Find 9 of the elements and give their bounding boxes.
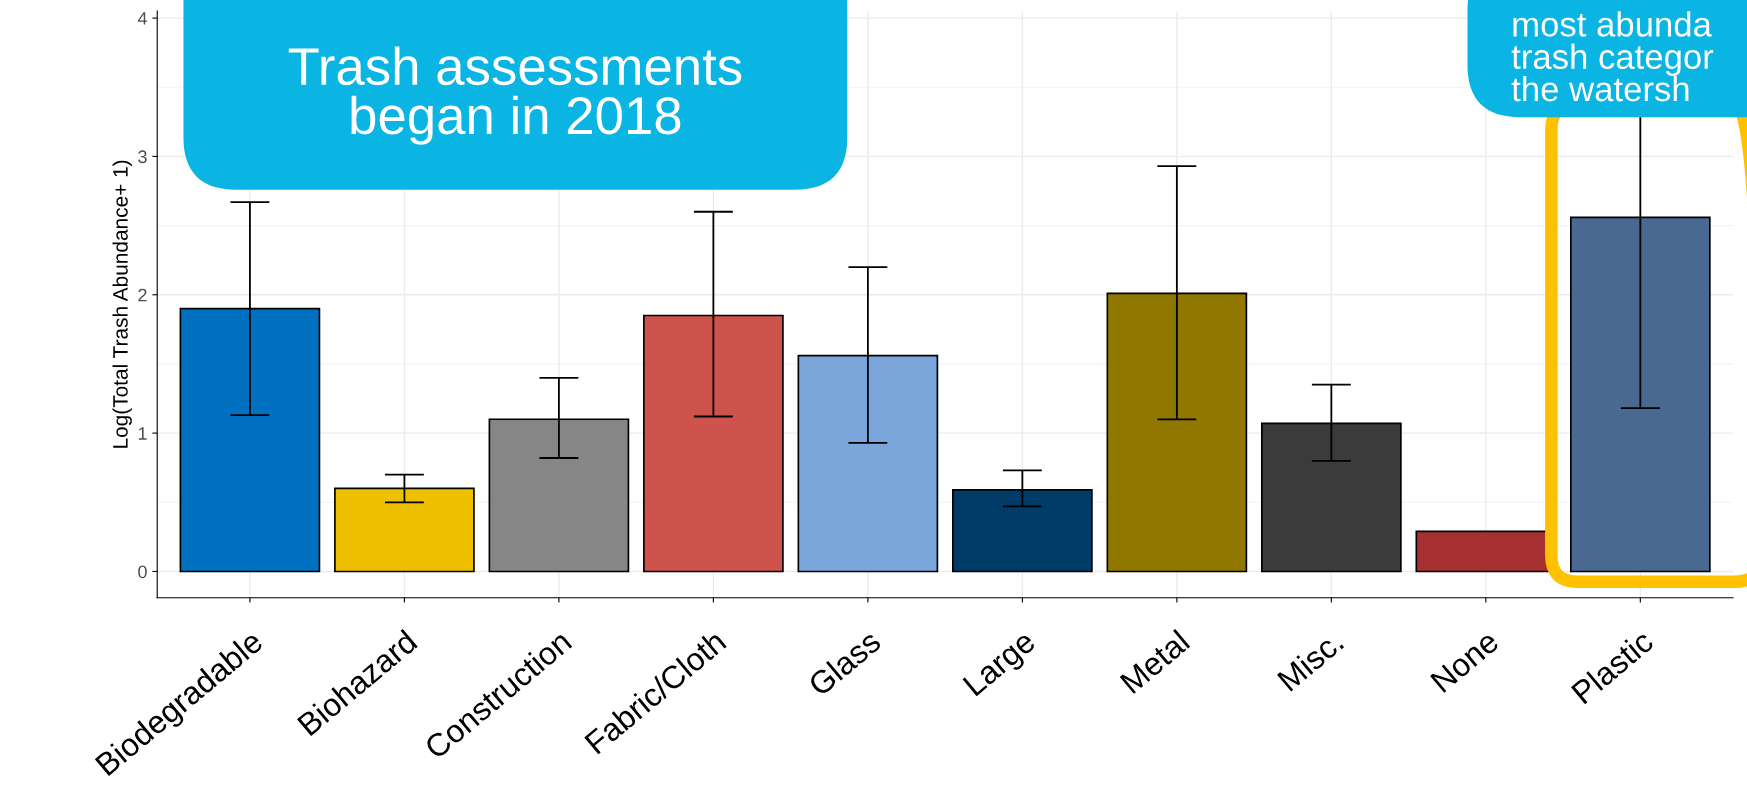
annotation: Trash assessments began in 2018	[288, 46, 742, 145]
annotation: most abunda trash categor the watersh	[1511, 11, 1714, 102]
y-tick-label: 0	[138, 565, 147, 579]
y-tick-label: 4	[137, 12, 147, 25]
x-tick-label: Misc.	[1276, 629, 1345, 692]
y-axis-title: Log(Total Trash Abundance+ 1)	[112, 160, 132, 448]
y-tick-label: 2	[138, 288, 147, 302]
y-tick-label: 3	[138, 150, 147, 164]
y-tick-label: 1	[138, 427, 147, 440]
